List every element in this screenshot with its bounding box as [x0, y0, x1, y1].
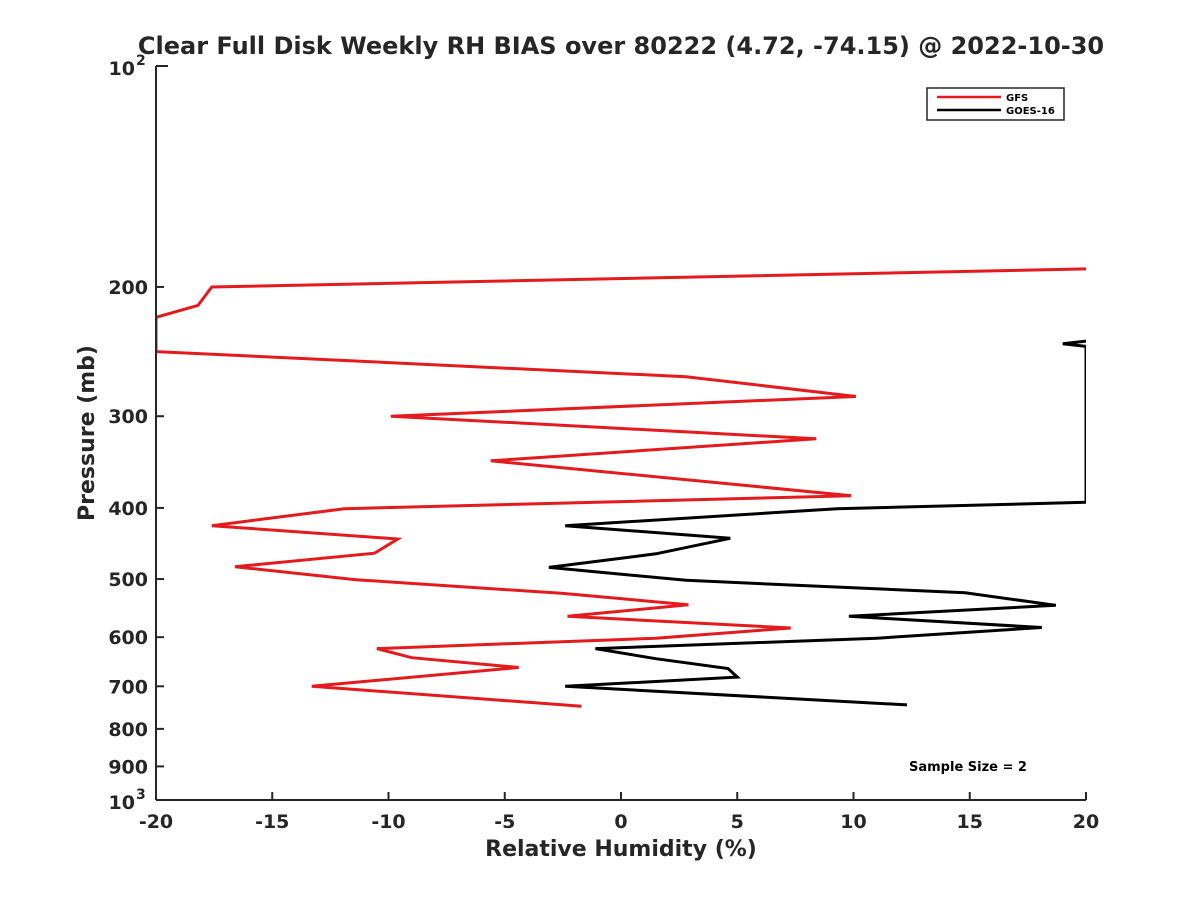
y-major-tick-base: 10	[109, 58, 135, 80]
y-tick-label: 300	[108, 406, 148, 428]
x-tick-label: 10	[840, 811, 866, 833]
y-major-tick-exponent: 2	[136, 53, 146, 69]
y-tick-label: 700	[108, 676, 148, 698]
sample-size-annotation: Sample Size = 2	[909, 760, 1027, 775]
legend-label-goes16: GOES-16	[1006, 106, 1055, 117]
x-tick-label: -20	[139, 811, 173, 833]
y-tick-label: 900	[108, 756, 148, 778]
y-tick-label: 800	[108, 719, 148, 741]
series-layer	[156, 267, 1086, 708]
legend: GFS GOES-16	[926, 87, 1065, 121]
y-tick-label: 600	[108, 627, 148, 649]
x-tick-label: 0	[614, 811, 627, 833]
x-tick-label: -10	[371, 811, 405, 833]
y-axis-label: Pressure (mb)	[75, 345, 100, 521]
chart-title: Clear Full Disk Weekly RH BIAS over 8022…	[138, 32, 1104, 60]
series-line-goes16	[548, 339, 1086, 707]
x-tick-label: 20	[1073, 811, 1099, 833]
x-tick-label: -5	[494, 811, 515, 833]
x-axis-label: Relative Humidity (%)	[485, 837, 757, 862]
plot-area: -20 -15 -10 -5 0 5 10 15 20 200 300 400 500 600 700 80…	[108, 53, 1099, 833]
legend-label-gfs: GFS	[1006, 93, 1028, 104]
x-tick-label: 15	[957, 811, 983, 833]
y-major-tick-base: 10	[109, 792, 135, 814]
y-tick-label: 400	[108, 498, 148, 520]
y-major-tick-exponent: 3	[136, 787, 146, 803]
y-tick-label: 200	[108, 277, 148, 299]
x-tick-label: 5	[731, 811, 744, 833]
legend-box	[926, 87, 1065, 121]
y-tick-label: 500	[108, 569, 148, 591]
x-tick-label: -15	[255, 811, 289, 833]
series-line-gfs	[156, 267, 1086, 708]
x-axis-ticks: -20 -15 -10 -5 0 5 10 15 20	[139, 792, 1099, 833]
